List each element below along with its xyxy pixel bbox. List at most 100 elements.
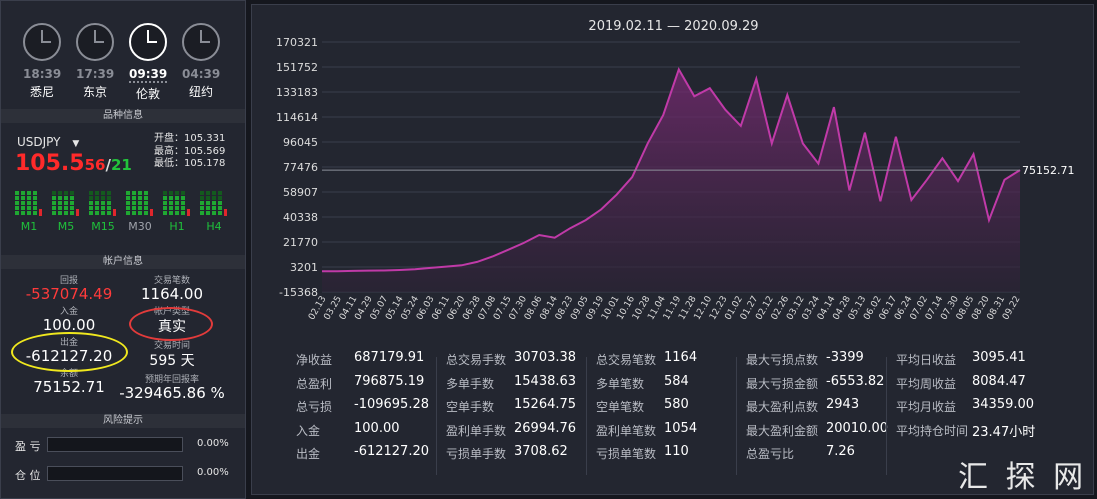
stat-label: 亏损单手数 bbox=[446, 447, 507, 461]
tf-strength-m5 bbox=[52, 189, 80, 217]
stat-label: 最大盈利金额 bbox=[746, 423, 819, 438]
clock-icon bbox=[76, 23, 114, 61]
stat-label: 空单笔数 bbox=[596, 400, 645, 414]
trades-value: 1164.00 bbox=[140, 285, 204, 303]
clock-icon bbox=[182, 23, 220, 61]
trades-label: 交易笔数 bbox=[153, 276, 190, 286]
equity-area bbox=[322, 69, 1020, 293]
timeframe-m5[interactable]: M5 bbox=[57, 220, 75, 233]
low-price: 最低：105.178 bbox=[154, 158, 226, 169]
tf-strength-h1 bbox=[163, 189, 191, 217]
clock-3[interactable]: 04:39 纽约 bbox=[182, 23, 220, 100]
y-tick-label: 77476 bbox=[283, 161, 318, 174]
stat-label: 总盈利 bbox=[296, 376, 333, 391]
y-tick-label: 96045 bbox=[283, 136, 318, 149]
stat-value: 34359.00 bbox=[972, 397, 1035, 412]
deposit-label: 入金 bbox=[59, 307, 78, 317]
stat-label: 最大亏损金额 bbox=[746, 376, 819, 391]
y-tick-label: -15368 bbox=[279, 286, 318, 299]
clock-city: 悉尼 bbox=[29, 85, 54, 99]
risk-pct: 0.00% bbox=[197, 438, 229, 449]
stat-separator bbox=[436, 357, 437, 475]
symbol-selector[interactable]: USDJPY ▼ bbox=[17, 135, 79, 149]
stat-label: 平均周收益 bbox=[896, 376, 957, 391]
timeframe-m15[interactable]: M15 bbox=[91, 220, 115, 233]
return-value: -537074.49 bbox=[25, 285, 113, 303]
stat-value: -612127.20 bbox=[354, 444, 429, 459]
stat-value: 3095.41 bbox=[972, 350, 1026, 365]
stat-value: 1164 bbox=[664, 350, 698, 365]
y-tick-label: 170321 bbox=[276, 36, 318, 49]
symbol-ohl: 开盘：105.331 最高：105.569 最低：105.178 bbox=[154, 133, 225, 171]
chart-title: 2019.02.11 — 2020.09.29 bbox=[588, 19, 759, 34]
y-tick-label: 21770 bbox=[283, 236, 318, 249]
tf-strength-m15 bbox=[89, 189, 117, 217]
clock-time: 17:39 bbox=[76, 67, 115, 81]
stat-label: 最大盈利点数 bbox=[746, 400, 819, 414]
timeframe-m30[interactable]: M30 bbox=[128, 220, 152, 233]
section-header-account: 帐户信息 bbox=[1, 255, 245, 269]
stat-value: 30703.38 bbox=[514, 350, 577, 365]
clock-0[interactable]: 18:39 悉尼 bbox=[23, 23, 61, 100]
trade-time-label: 交易时间 bbox=[153, 341, 190, 351]
annual-return-value: -329465.86 % bbox=[119, 384, 225, 402]
price-separator: / bbox=[105, 156, 111, 174]
section-header-risk: 风险提示 bbox=[1, 414, 245, 428]
stat-value: -3399 bbox=[826, 350, 864, 365]
stat-separator bbox=[886, 357, 887, 475]
stat-label: 多单笔数 bbox=[596, 376, 645, 391]
clock-city: 东京 bbox=[82, 85, 107, 99]
y-tick-label: 40338 bbox=[283, 211, 318, 224]
risk-pct: 0.00% bbox=[197, 467, 229, 478]
stat-separator bbox=[586, 357, 587, 475]
timeframe-h4[interactable]: H4 bbox=[206, 220, 222, 233]
clock-1[interactable]: 17:39 东京 bbox=[76, 23, 114, 100]
stat-value: 15438.63 bbox=[514, 373, 577, 389]
risk-label: 仓 位 bbox=[15, 469, 41, 482]
stat-label: 出金 bbox=[296, 447, 321, 461]
highlight-ellipse-red bbox=[129, 307, 213, 341]
price-main: 105.5 bbox=[15, 151, 85, 176]
stat-value: 8084.47 bbox=[972, 373, 1026, 389]
section-header-symbol: 品种信息 bbox=[1, 109, 245, 123]
stat-value: 110 bbox=[664, 444, 689, 459]
y-tick-label: 133183 bbox=[276, 86, 318, 99]
chevron-down-icon: ▼ bbox=[72, 139, 80, 149]
risk-bar bbox=[47, 466, 183, 481]
stat-separator bbox=[736, 357, 737, 475]
symbol-name: USDJPY bbox=[17, 135, 61, 149]
timeframe-h1[interactable]: H1 bbox=[169, 220, 185, 233]
timeframe-m1[interactable]: M1 bbox=[20, 220, 38, 233]
equity-chart: 170321 151752 133183 114614 96045 77476 58907 4… bbox=[276, 36, 1075, 322]
stat-label: 平均持仓时间 bbox=[896, 423, 969, 438]
trade-time-value: 595 天 bbox=[149, 353, 195, 369]
stat-label: 最大亏损点数 bbox=[746, 353, 819, 367]
stat-label: 总交易笔数 bbox=[596, 353, 657, 367]
clock-city: 纽约 bbox=[188, 85, 213, 99]
y-tick-label: 3201 bbox=[290, 261, 318, 274]
clock-time: 18:39 bbox=[23, 67, 62, 81]
open-price: 开盘：105.331 bbox=[154, 133, 226, 144]
y-tick-label: 58907 bbox=[283, 186, 318, 199]
tf-strength-m1 bbox=[15, 189, 43, 217]
right-panel: 2019.02.11 — 2020.09.29 170321 151752 1331… bbox=[251, 4, 1094, 495]
clock-2[interactable]: 09:39 伦敦 bbox=[129, 23, 167, 102]
stat-label: 总亏损 bbox=[296, 400, 333, 414]
high-price: 最高：105.569 bbox=[154, 145, 226, 157]
stat-label: 空单手数 bbox=[446, 400, 495, 414]
stat-value: 100.00 bbox=[354, 420, 400, 436]
stat-label: 盈利单手数 bbox=[446, 423, 507, 438]
stat-value: 1054 bbox=[664, 420, 698, 436]
stat-value: 2943 bbox=[826, 397, 860, 412]
stat-label: 入金 bbox=[296, 423, 321, 438]
last-value-label: 75152.71 bbox=[1022, 164, 1075, 177]
stat-label: 平均日收益 bbox=[896, 353, 957, 367]
return-label: 回报 bbox=[59, 276, 78, 286]
clock-icon bbox=[129, 23, 167, 61]
clock-city: 伦敦 bbox=[135, 87, 160, 101]
annual-return-label: 预期年回报率 bbox=[144, 375, 199, 385]
highlight-ellipse-yellow bbox=[11, 332, 128, 372]
symbol-price: 105.556/21 bbox=[15, 151, 132, 176]
stat-value: 580 bbox=[664, 397, 689, 412]
stat-label: 总盈亏比 bbox=[746, 447, 795, 461]
